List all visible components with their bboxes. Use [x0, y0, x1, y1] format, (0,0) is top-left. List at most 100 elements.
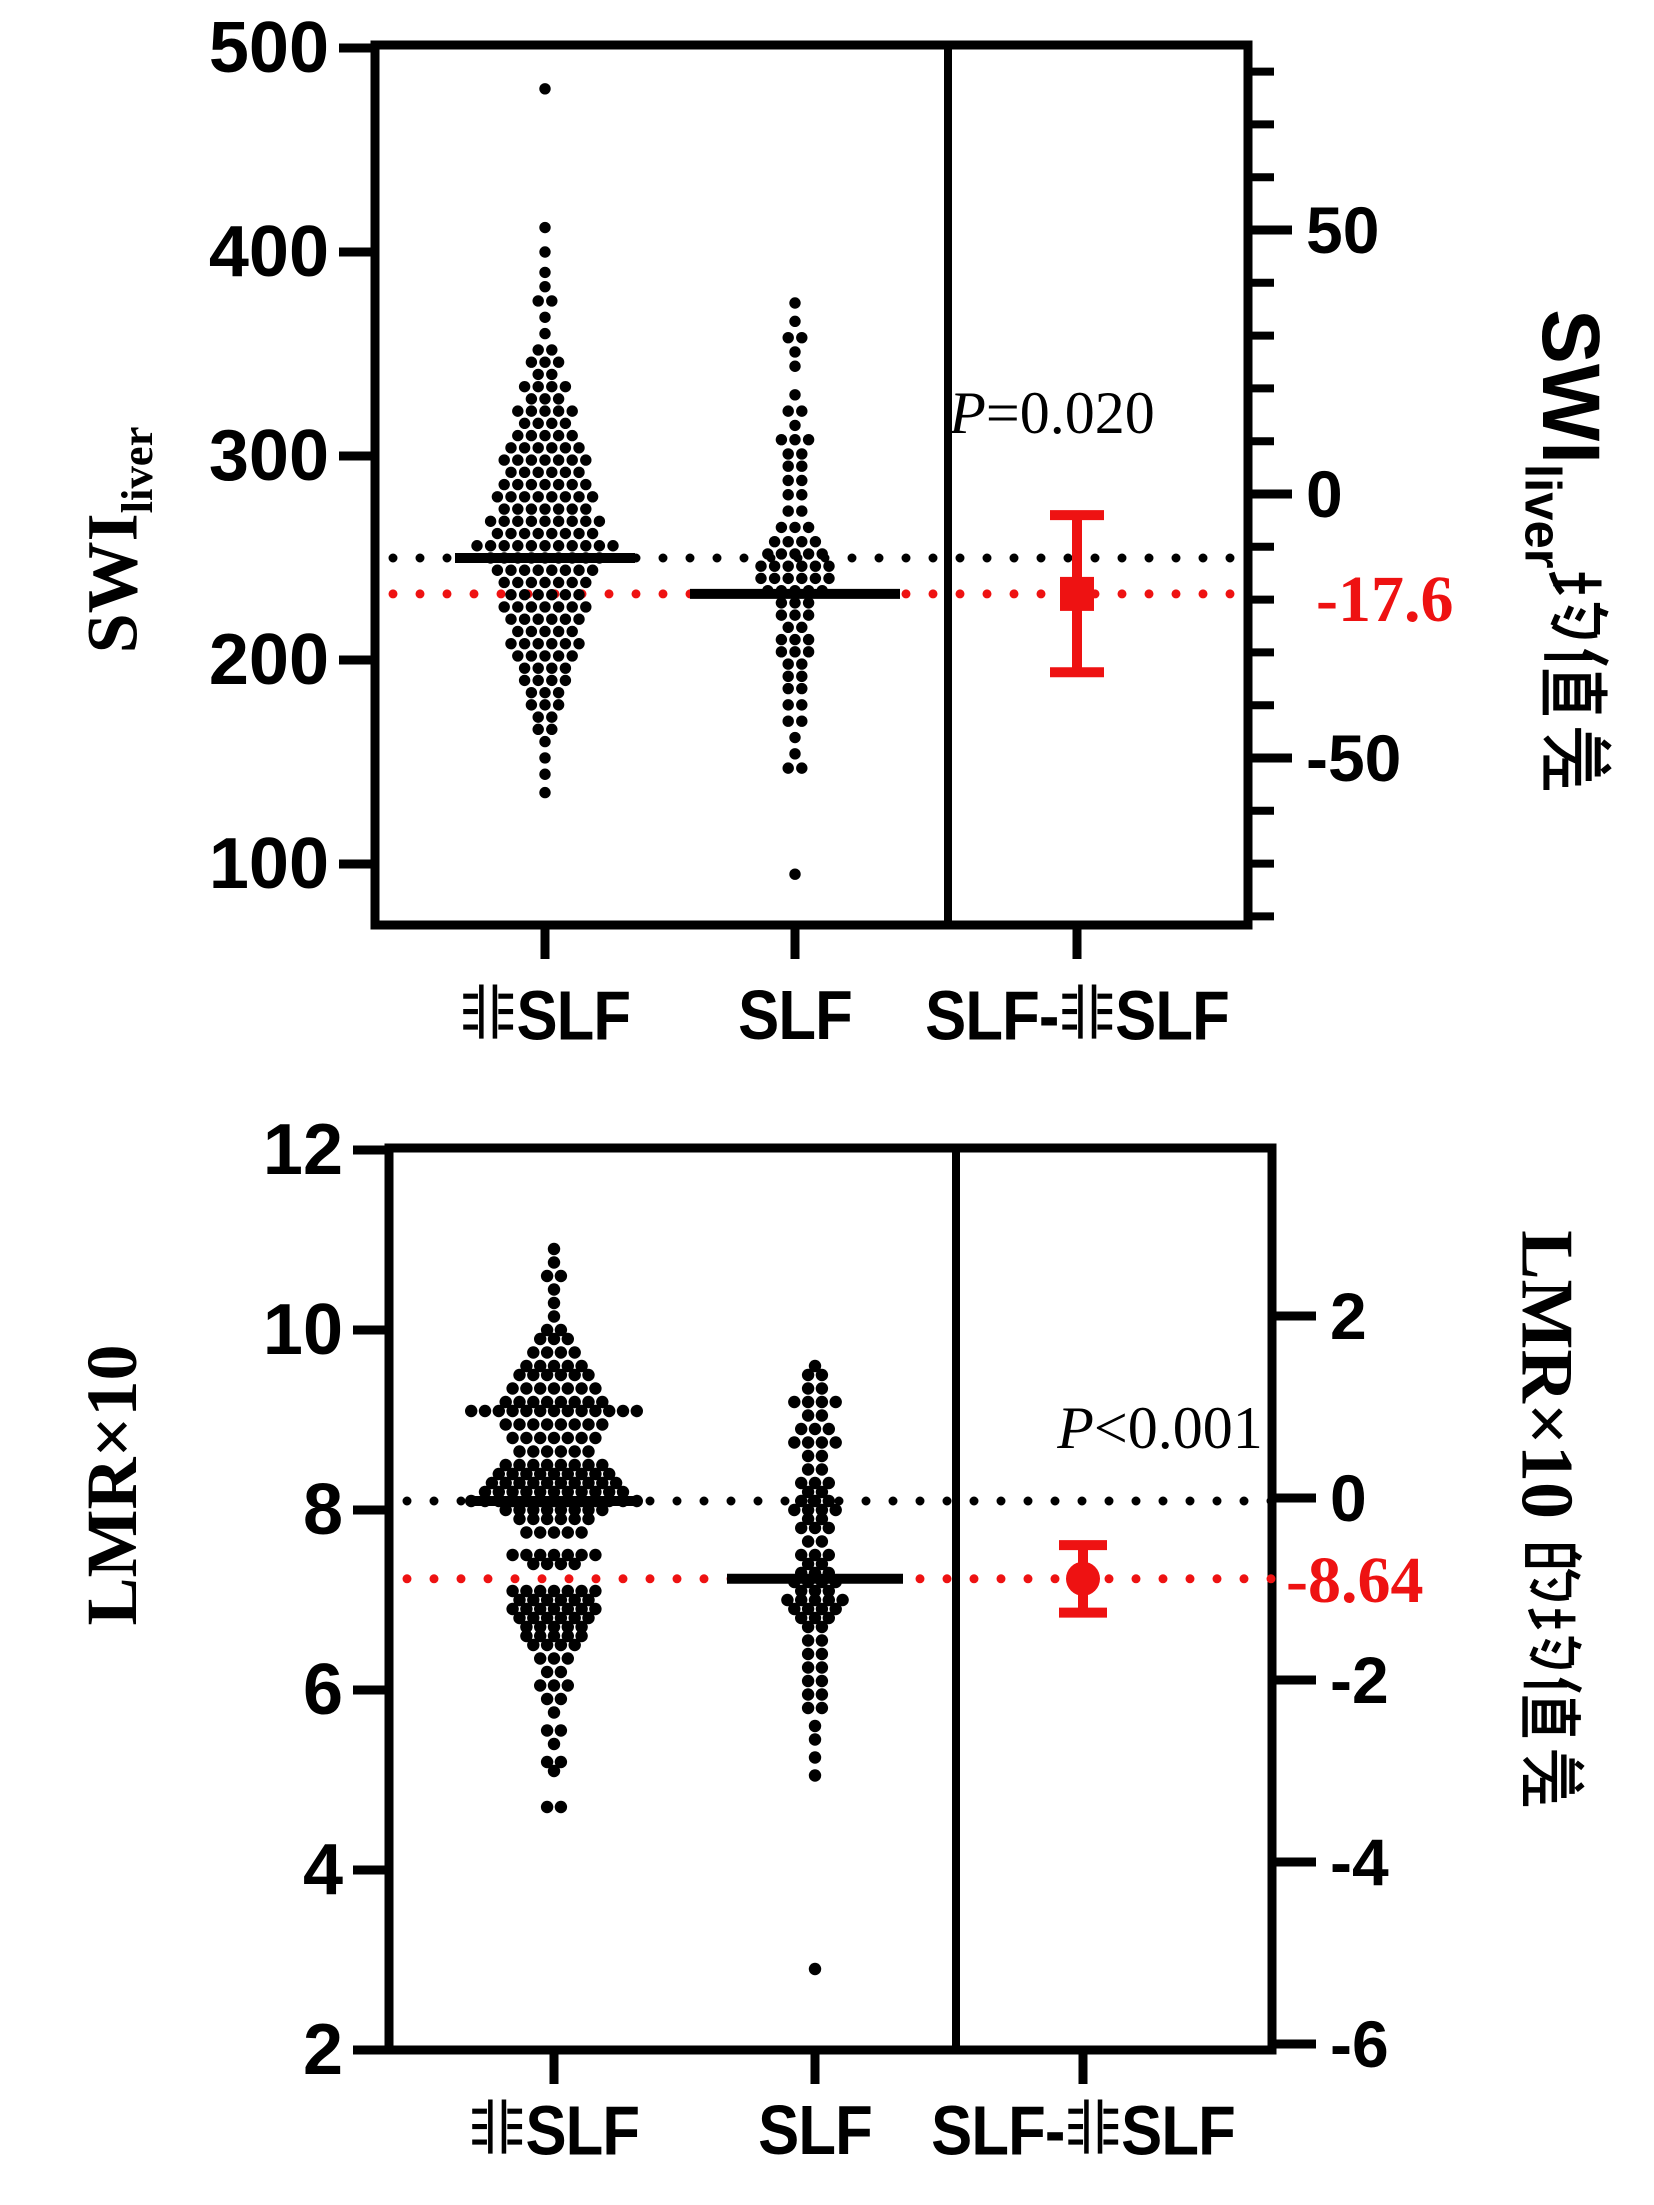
data-point: [808, 1476, 822, 1490]
data-point: [525, 429, 538, 442]
x-axis-label: SLF: [738, 980, 853, 1050]
data-point: [527, 1418, 540, 1431]
data-point: [580, 515, 592, 527]
data-point: [796, 670, 808, 683]
data-point: [808, 1521, 822, 1535]
data-point: [789, 731, 801, 744]
data-point: [527, 1346, 540, 1359]
data-point: [512, 478, 524, 491]
data-point: [525, 650, 538, 662]
data-point: [539, 686, 551, 699]
data-point: [802, 521, 815, 534]
data-point: [561, 1332, 574, 1346]
data-point: [815, 1463, 829, 1476]
data-point: [559, 613, 572, 625]
data-point: [789, 297, 801, 309]
data-point: [809, 535, 822, 548]
data-point: [801, 1620, 815, 1634]
data-point: [485, 1476, 499, 1490]
data-point: [491, 564, 504, 576]
data-point: [499, 1458, 512, 1472]
data-point: [547, 1382, 561, 1395]
data-point: [609, 1476, 623, 1490]
data-point: [782, 670, 794, 683]
cjk-fei-icon: [463, 984, 514, 1039]
data-point: [788, 1602, 801, 1616]
data-point: [561, 1548, 574, 1562]
data-point: [532, 589, 544, 601]
data-point: [539, 601, 551, 613]
data-point: [809, 560, 822, 572]
data-point: [505, 564, 517, 576]
data-point: [547, 1485, 561, 1499]
left-axis-tick-label: 10: [262, 1290, 343, 1370]
data-point: [575, 1359, 588, 1373]
data-point: [518, 637, 531, 650]
right-axis-tick-label: 0: [1306, 457, 1343, 531]
data-point: [546, 589, 558, 601]
data-point: [520, 1485, 533, 1499]
data-point: [795, 1422, 808, 1436]
data-point: [596, 1395, 609, 1409]
data-point: [532, 368, 544, 381]
data-point: [498, 515, 510, 527]
data-point: [559, 466, 572, 479]
data-point: [540, 1418, 554, 1431]
data-point: [815, 1436, 829, 1449]
label-part: [1506, 1538, 1588, 1810]
data-point: [573, 589, 585, 601]
data-point: [801, 1647, 815, 1661]
data-point: [582, 1368, 595, 1382]
data-point: [808, 1733, 822, 1746]
data-point: [782, 489, 794, 501]
data-point: [789, 646, 801, 658]
data-point: [498, 576, 510, 589]
data-point: [512, 601, 524, 613]
data-point: [559, 674, 572, 687]
data-point: [518, 674, 531, 687]
data-point: [815, 1485, 829, 1499]
data-point: [808, 1359, 822, 1373]
data-point: [532, 674, 544, 687]
left-axis-tick-label: 400: [208, 212, 329, 292]
label-part: SLF- SLF: [925, 976, 1230, 1055]
data-point: [552, 576, 565, 589]
data-point: [547, 1602, 561, 1616]
data-point: [775, 548, 788, 560]
right-axis-tick-label: 0: [1330, 1461, 1367, 1535]
data-point: [547, 1242, 561, 1256]
data-point: [768, 572, 781, 585]
data-point: [534, 1332, 547, 1346]
data-point: [499, 1418, 512, 1431]
data-point: [554, 1593, 568, 1607]
data-point: [499, 1395, 512, 1409]
data-point: [566, 540, 578, 552]
data-point: [505, 466, 517, 479]
data-point: [616, 1404, 630, 1418]
label-part: SWI: [72, 513, 153, 654]
data-point: [552, 625, 565, 638]
data-point: [822, 1584, 835, 1598]
data-point: [547, 1652, 561, 1665]
data-point: [559, 442, 572, 454]
data-point: [498, 454, 510, 466]
left-axis-tick-label: 100: [208, 824, 329, 904]
data-point: [596, 1458, 609, 1472]
right-axis-tick-label: 50: [1306, 193, 1380, 267]
data-point: [520, 1404, 533, 1418]
data-point: [586, 564, 599, 576]
data-point: [568, 1458, 581, 1472]
data-point: [782, 535, 794, 548]
data-point: [512, 405, 524, 417]
data-point: [552, 601, 565, 613]
data-point: [492, 1404, 505, 1418]
data-point: [781, 1593, 794, 1607]
data-point: [527, 1503, 540, 1517]
data-point: [603, 1467, 616, 1481]
data-point: [822, 1611, 835, 1625]
data-point: [527, 1476, 540, 1490]
data-point: [795, 1521, 808, 1535]
data-point: [540, 1445, 554, 1458]
data-point: [532, 442, 544, 454]
data-point: [589, 1584, 602, 1598]
